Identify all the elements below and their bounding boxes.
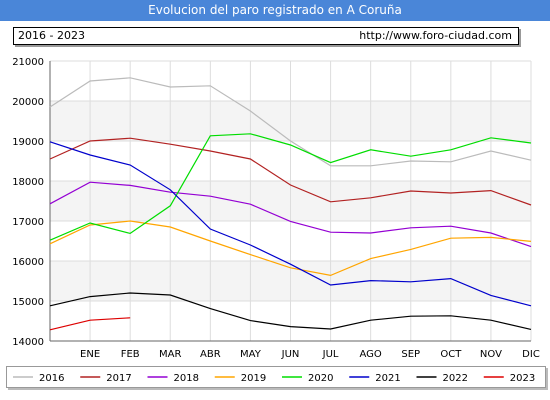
x-tick-label: DIC <box>522 349 540 360</box>
series-line-2023 <box>49 317 131 331</box>
x-tick-label: NOV <box>480 349 502 360</box>
y-tick-label: 15000 <box>12 297 44 308</box>
x-tick-label: JUN <box>281 349 300 360</box>
legend-items: 2016 2017 2018 2019 2020 2021 2022 2023 <box>13 373 535 384</box>
x-tick-label: JUL <box>322 349 339 360</box>
x-tick-label: ENE <box>80 349 100 360</box>
y-tick-label: 19000 <box>12 137 44 148</box>
series-line-2019 <box>49 220 532 277</box>
x-tick-label: AGO <box>360 349 382 360</box>
chart-title: Evolucion del paro registrado en A Coruñ… <box>0 0 550 21</box>
legend: 2016 2017 2018 2019 2020 2021 2022 2023 <box>6 366 546 388</box>
x-tick-label: MAR <box>159 349 181 360</box>
series-line-2021 <box>49 141 532 307</box>
legend-label-2016: 2016 <box>39 373 64 384</box>
series-line-2020 <box>49 133 532 241</box>
x-tick-label: MAY <box>240 349 262 360</box>
y-tick-label: 21000 <box>12 57 44 68</box>
legend-label-2017: 2017 <box>106 373 131 384</box>
y-tick-label: 20000 <box>12 97 44 108</box>
legend-label-2018: 2018 <box>174 373 199 384</box>
info-box: 2016 - 2023 http://www.foro-ciudad.com <box>13 27 519 45</box>
y-tick-label: 16000 <box>12 257 44 268</box>
y-tick-label: 18000 <box>12 177 44 188</box>
period-label: 2016 - 2023 <box>18 29 85 42</box>
legend-label-2019: 2019 <box>241 373 266 384</box>
legend-label-2021: 2021 <box>375 373 400 384</box>
y-tick-label: 17000 <box>12 217 44 228</box>
legend-label-2023: 2023 <box>510 373 535 384</box>
legend-label-2020: 2020 <box>308 373 333 384</box>
series-line-2018 <box>49 181 532 248</box>
source-url: http://www.foro-ciudad.com <box>359 29 512 42</box>
y-tick-label: 14000 <box>12 337 44 348</box>
series-line-2022 <box>49 292 532 330</box>
series-line-2016 <box>49 77 532 167</box>
series-line-2017 <box>49 137 532 206</box>
x-tick-label: OCT <box>440 349 462 360</box>
x-tick-label: SEP <box>401 349 420 360</box>
x-tick-label: FEB <box>121 349 140 360</box>
plot-area: 14000 15000 16000 17000 18000 19000 20000 21000… <box>12 57 540 360</box>
x-tick-label: ABR <box>200 349 221 360</box>
legend-label-2022: 2022 <box>443 373 468 384</box>
